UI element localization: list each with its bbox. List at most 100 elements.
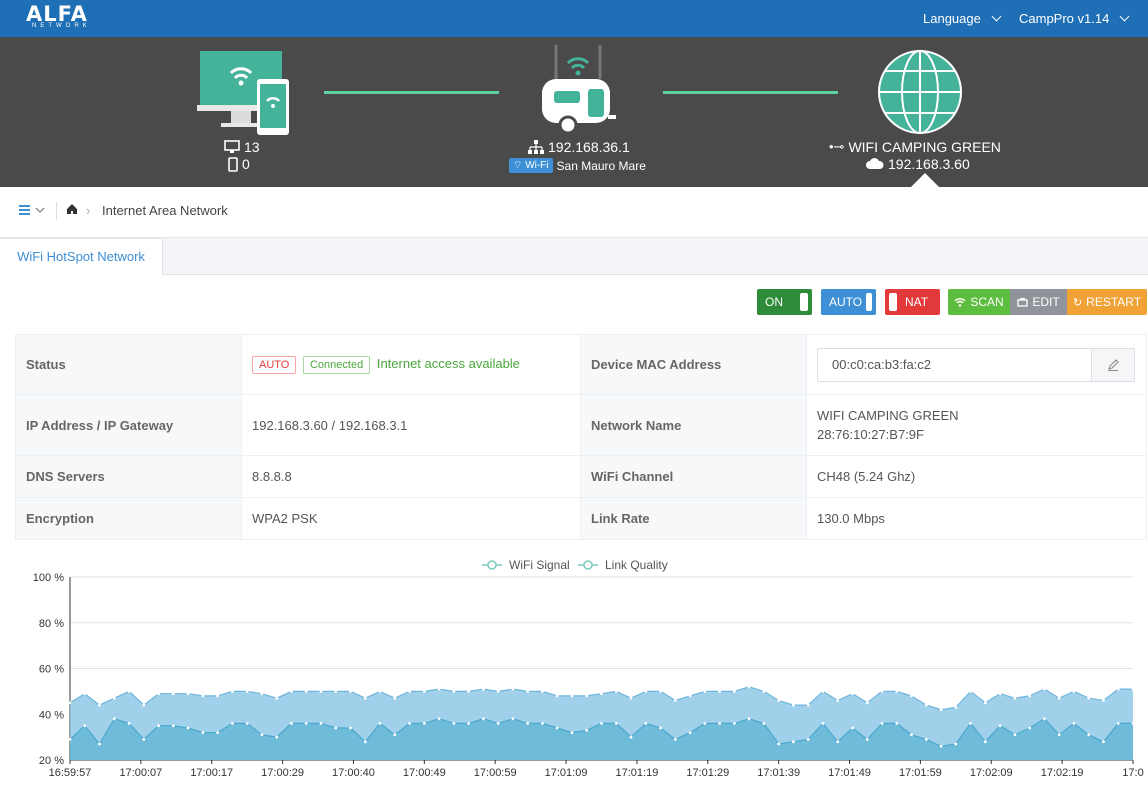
data-point	[1131, 722, 1135, 725]
version-label: CampPro v1.14	[1019, 11, 1110, 26]
data-point	[821, 690, 825, 693]
globe-icon[interactable]	[877, 49, 963, 135]
table-row: Encryption WPA2 PSK Link Rate 130.0 Mbps	[15, 497, 1147, 540]
language-label: Language	[923, 11, 981, 26]
data-point	[998, 692, 1002, 696]
x-tick-label: 17:01:09	[545, 767, 588, 779]
data-point	[526, 722, 530, 725]
clients-devices-icon[interactable]	[195, 51, 291, 137]
y-tick-label: 60 %	[39, 664, 64, 676]
breadcrumb-separator: ›	[86, 203, 91, 218]
data-point	[216, 694, 220, 698]
data-point	[880, 690, 884, 693]
data-point	[910, 733, 913, 737]
link-rate-label: Link Rate	[580, 497, 807, 540]
desktop-client-count: 13	[224, 139, 260, 155]
mac-address-field[interactable]: 00:c0:ca:b3:fa:c2	[817, 347, 1135, 382]
ip-label: IP Address / IP Gateway	[15, 394, 242, 456]
data-point	[821, 722, 825, 725]
x-tick-label: 17:00:17	[190, 767, 233, 779]
legend-swatch-marker	[583, 560, 593, 570]
mobile-phone-icon	[228, 156, 238, 172]
data-point	[688, 731, 692, 734]
encryption-value: WPA2 PSK	[241, 497, 581, 540]
data-point	[112, 696, 116, 700]
data-point	[1028, 726, 1032, 730]
restart-button[interactable]: ↻ RESTART	[1067, 289, 1147, 315]
data-point	[836, 699, 840, 702]
data-point	[747, 717, 751, 721]
breadcrumb: › Internet Area Network	[0, 187, 1148, 238]
data-point	[851, 726, 854, 730]
edit-icon	[1017, 298, 1028, 307]
channel-value: CH48 (5.24 Ghz)	[806, 455, 1147, 498]
x-tick-label: 17:00:29	[261, 767, 304, 779]
home-link[interactable]	[66, 203, 78, 218]
data-point	[1013, 733, 1017, 737]
edit-button[interactable]: EDIT	[1010, 289, 1067, 315]
data-point	[83, 724, 87, 728]
top-bar: ALFA NETWORK Language CampPro v1.14	[0, 0, 1148, 37]
data-point	[969, 690, 972, 693]
network-name-label: Network Name	[580, 394, 807, 456]
data-point	[245, 690, 249, 693]
data-point	[231, 722, 234, 725]
data-point	[747, 685, 751, 689]
data-point	[275, 696, 279, 700]
wifi-badge: ⌔ Wi-Fi	[509, 158, 553, 173]
data-point	[304, 722, 308, 725]
legend-swatch-marker	[487, 560, 497, 570]
x-tick-label: 17:00:40	[332, 767, 375, 779]
on-toggle[interactable]: ON	[757, 289, 812, 315]
data-point	[452, 690, 456, 693]
data-point	[216, 731, 220, 734]
camper-router-icon[interactable]	[536, 45, 618, 139]
data-point	[1087, 733, 1091, 737]
data-point	[954, 706, 958, 709]
data-point	[1057, 733, 1061, 737]
data-point	[482, 687, 485, 691]
data-point	[1102, 740, 1105, 744]
data-point	[1072, 690, 1076, 693]
data-point	[570, 694, 574, 698]
data-point	[1116, 687, 1120, 691]
data-point	[201, 694, 205, 698]
client-router-link	[324, 91, 499, 94]
encryption-label: Encryption	[15, 497, 242, 540]
data-point	[363, 740, 367, 744]
nat-toggle[interactable]: NAT	[885, 289, 940, 315]
data-point	[526, 690, 530, 693]
data-point	[673, 738, 677, 741]
dns-label: DNS Servers	[15, 455, 242, 498]
data-point	[1072, 722, 1076, 725]
data-point	[895, 722, 899, 725]
alfa-logo[interactable]: ALFA NETWORK	[26, 3, 91, 29]
data-point	[511, 717, 515, 721]
edit-mac-button[interactable]	[1091, 348, 1134, 381]
data-point	[1131, 687, 1135, 691]
table-row: DNS Servers 8.8.8.8 WiFi Channel CH48 (5…	[15, 455, 1147, 498]
tab-wifi-hotspot-network[interactable]: WiFi HotSpot Network	[0, 238, 163, 275]
x-tick-label: 17:01:49	[828, 767, 871, 779]
data-point	[275, 735, 279, 739]
data-point	[541, 722, 544, 725]
data-point	[1043, 717, 1046, 721]
scan-button[interactable]: SCAN	[948, 289, 1010, 315]
data-point	[688, 694, 692, 698]
router-ip: 192.168.36.1	[528, 139, 630, 155]
dns-value: 8.8.8.8	[241, 455, 581, 498]
x-tick-label: 17:02:09	[970, 767, 1013, 779]
ip-value: 192.168.3.60 / 192.168.3.1	[241, 394, 581, 456]
data-point	[437, 687, 441, 691]
language-menu[interactable]: Language	[923, 11, 1002, 26]
auto-toggle[interactable]: AUTO	[821, 289, 876, 315]
auto-status-badge: AUTO	[252, 355, 297, 374]
x-tick-label: 17:01:59	[899, 767, 942, 779]
data-point	[393, 696, 397, 700]
breadcrumb-divider	[56, 202, 57, 220]
version-menu[interactable]: CampPro v1.14	[1019, 11, 1130, 26]
data-point	[984, 740, 987, 744]
data-point	[378, 690, 382, 693]
data-point	[171, 692, 175, 696]
menu-toggle[interactable]	[19, 204, 47, 219]
